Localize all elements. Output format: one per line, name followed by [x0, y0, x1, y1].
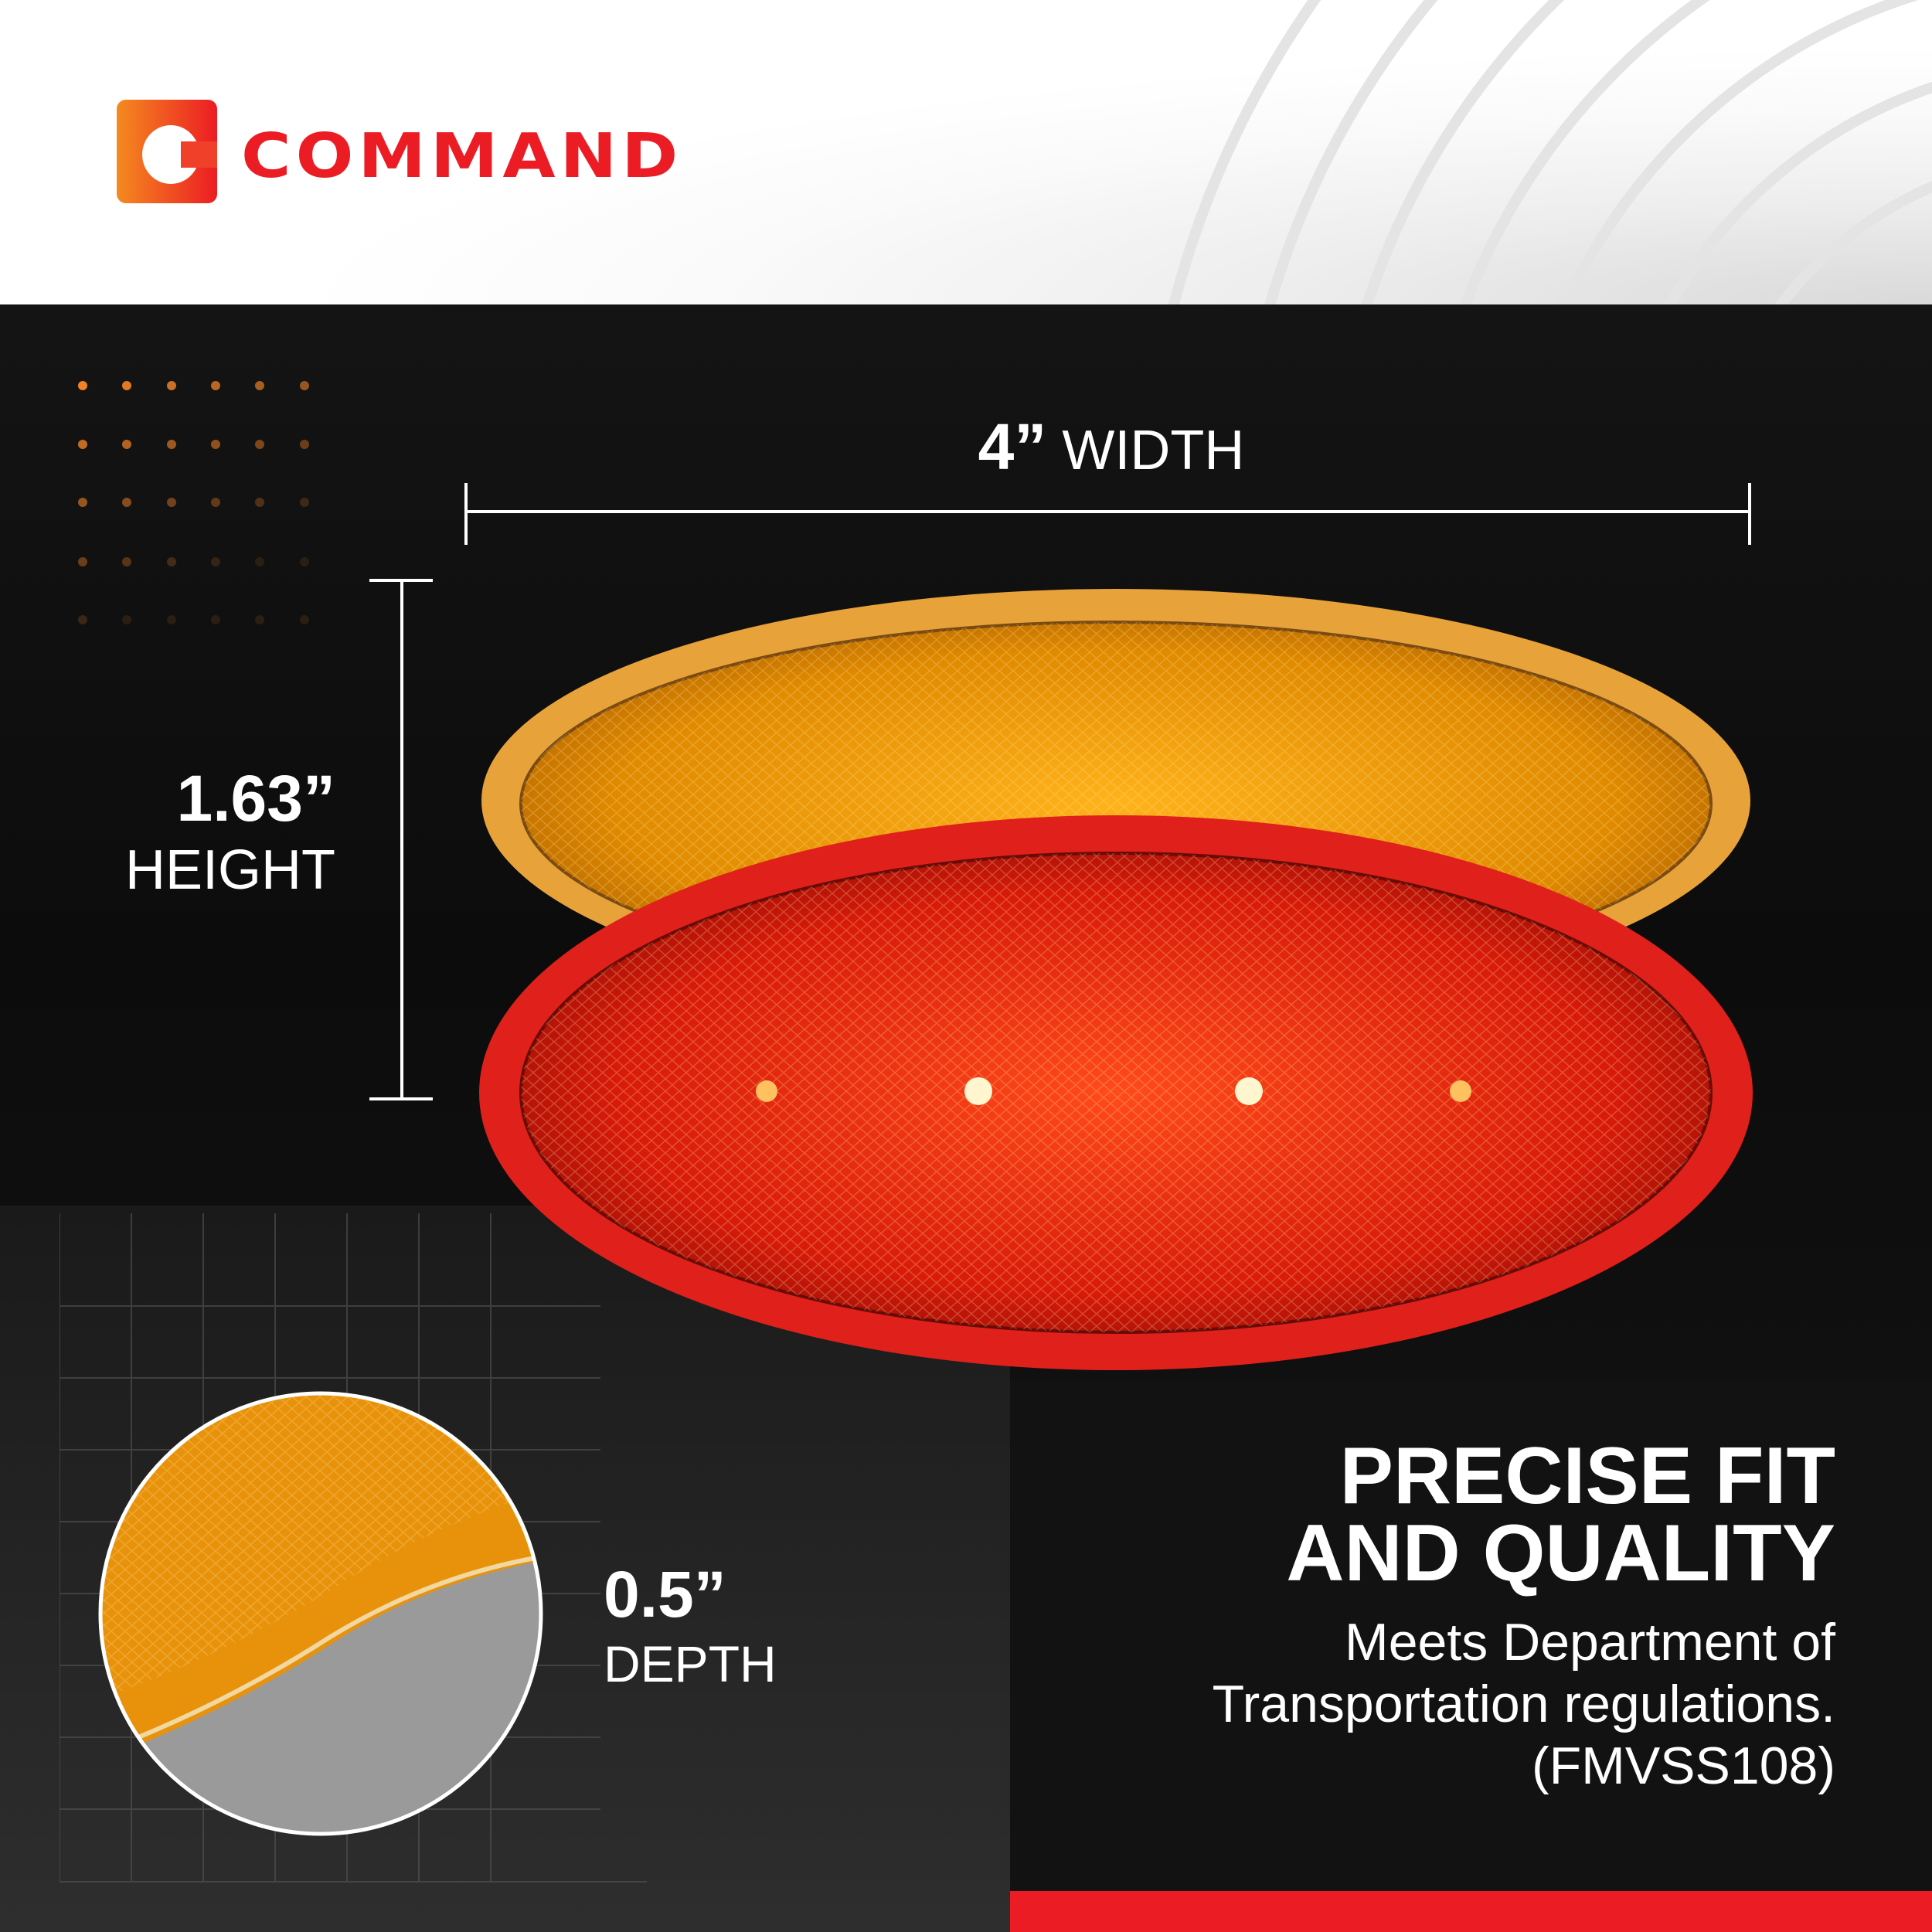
brand-name: COMMAND: [241, 120, 683, 192]
decor-dot: [122, 498, 131, 507]
decor-dot: [78, 381, 87, 390]
width-dimension-line: [466, 510, 1750, 513]
decor-dot: [167, 498, 176, 507]
red-reflector-lamp: [479, 815, 1753, 1370]
header-banner: COMMAND: [0, 0, 1932, 304]
decor-dot: [255, 440, 264, 449]
feature-description: Meets Department of Transportation regul…: [1213, 1611, 1835, 1797]
feature-description-line-1: Meets Department of: [1345, 1613, 1835, 1672]
decor-dot: [211, 381, 220, 390]
decor-dot: [255, 557, 264, 566]
decor-dot: [122, 440, 131, 449]
depth-label: DEPTH: [604, 1635, 777, 1692]
decor-dot: [78, 440, 87, 449]
height-value: 1.63”: [176, 762, 336, 835]
height-label: HEIGHT: [124, 839, 335, 901]
height-tick-top: [369, 579, 433, 582]
decor-dot: [78, 498, 87, 507]
feature-description-line-3: (FMVSS108): [1532, 1736, 1835, 1795]
feature-panel: [1010, 1379, 1932, 1932]
decor-dot: [167, 440, 176, 449]
height-dimension-line: [400, 580, 403, 1099]
decor-dot: [300, 381, 309, 390]
width-label: WIDTH: [1062, 420, 1245, 481]
decor-dot: [167, 557, 176, 566]
height-tick-bottom: [369, 1097, 433, 1100]
decor-dot: [255, 381, 264, 390]
decor-dot: [122, 557, 131, 566]
decor-dot: [300, 557, 309, 566]
decor-dot: [255, 615, 264, 624]
decor-dot: [78, 615, 87, 624]
decor-dot: [122, 615, 131, 624]
depth-value: 0.5”: [604, 1558, 726, 1631]
decor-dot: [78, 557, 87, 566]
decor-dot: [167, 381, 176, 390]
decor-dot: [211, 557, 220, 566]
decor-dot: [255, 498, 264, 507]
depth-detail-image: [98, 1391, 543, 1836]
decor-dot: [211, 498, 220, 507]
width-tick-left: [464, 483, 468, 545]
feature-description-line-2: Transportation regulations.: [1212, 1675, 1835, 1733]
feature-title: PRECISE FIT AND QUALITY: [1286, 1431, 1835, 1598]
decor-dot: [300, 440, 309, 449]
width-value: 4”: [978, 410, 1047, 483]
decor-dot: [211, 615, 220, 624]
decor-dot: [300, 615, 309, 624]
decor-dot: [122, 381, 131, 390]
product-image: [479, 589, 1753, 1370]
width-tick-right: [1748, 483, 1751, 545]
decor-dot: [300, 498, 309, 507]
feature-title-line-2: AND QUALITY: [1286, 1509, 1835, 1598]
feature-title-line-1: PRECISE FIT: [1339, 1431, 1835, 1521]
logo-c-opening: [181, 141, 217, 168]
width-dimension-label: 4” WIDTH: [978, 410, 1245, 485]
decor-dot: [211, 440, 220, 449]
accent-bar: [1010, 1891, 1932, 1932]
decor-dot: [167, 615, 176, 624]
